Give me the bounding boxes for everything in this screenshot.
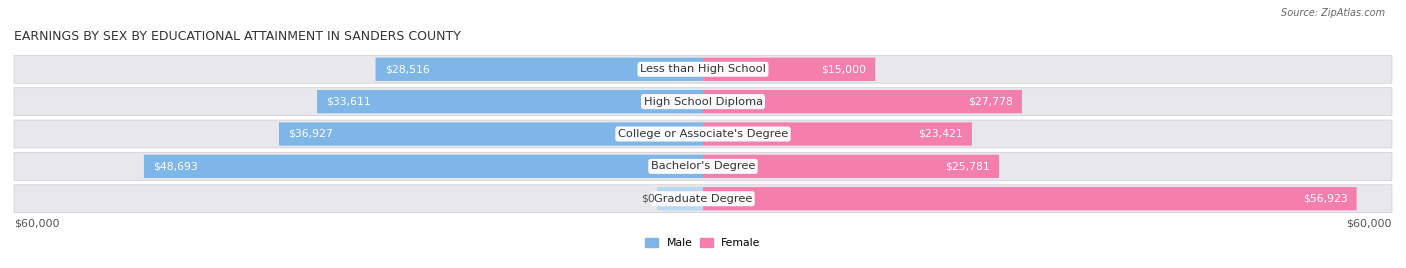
Text: $28,516: $28,516 [385, 64, 429, 74]
Text: $0: $0 [641, 194, 655, 204]
Text: $56,923: $56,923 [1303, 194, 1347, 204]
FancyBboxPatch shape [14, 88, 1392, 116]
FancyBboxPatch shape [14, 152, 1392, 180]
Text: Bachelor's Degree: Bachelor's Degree [651, 161, 755, 171]
Legend: Male, Female: Male, Female [641, 233, 765, 252]
Text: $23,421: $23,421 [918, 129, 963, 139]
Text: High School Diploma: High School Diploma [644, 97, 762, 107]
FancyBboxPatch shape [703, 122, 972, 146]
Text: Less than High School: Less than High School [640, 64, 766, 74]
FancyBboxPatch shape [703, 90, 1022, 113]
Text: College or Associate's Degree: College or Associate's Degree [617, 129, 789, 139]
FancyBboxPatch shape [703, 187, 1357, 210]
FancyBboxPatch shape [14, 55, 1392, 83]
FancyBboxPatch shape [375, 58, 703, 81]
FancyBboxPatch shape [703, 155, 1000, 178]
FancyBboxPatch shape [657, 187, 703, 210]
Text: $48,693: $48,693 [153, 161, 198, 171]
Text: Source: ZipAtlas.com: Source: ZipAtlas.com [1281, 8, 1385, 18]
FancyBboxPatch shape [278, 122, 703, 146]
Text: $27,778: $27,778 [967, 97, 1012, 107]
Text: $25,781: $25,781 [945, 161, 990, 171]
FancyBboxPatch shape [14, 120, 1392, 148]
FancyBboxPatch shape [14, 185, 1392, 213]
Text: EARNINGS BY SEX BY EDUCATIONAL ATTAINMENT IN SANDERS COUNTY: EARNINGS BY SEX BY EDUCATIONAL ATTAINMEN… [14, 30, 461, 43]
FancyBboxPatch shape [703, 58, 875, 81]
Text: Graduate Degree: Graduate Degree [654, 194, 752, 204]
Text: $60,000: $60,000 [14, 219, 59, 229]
Text: $60,000: $60,000 [1347, 219, 1392, 229]
Text: $36,927: $36,927 [288, 129, 333, 139]
Text: $33,611: $33,611 [326, 97, 371, 107]
FancyBboxPatch shape [143, 155, 703, 178]
Text: $15,000: $15,000 [821, 64, 866, 74]
FancyBboxPatch shape [318, 90, 703, 113]
